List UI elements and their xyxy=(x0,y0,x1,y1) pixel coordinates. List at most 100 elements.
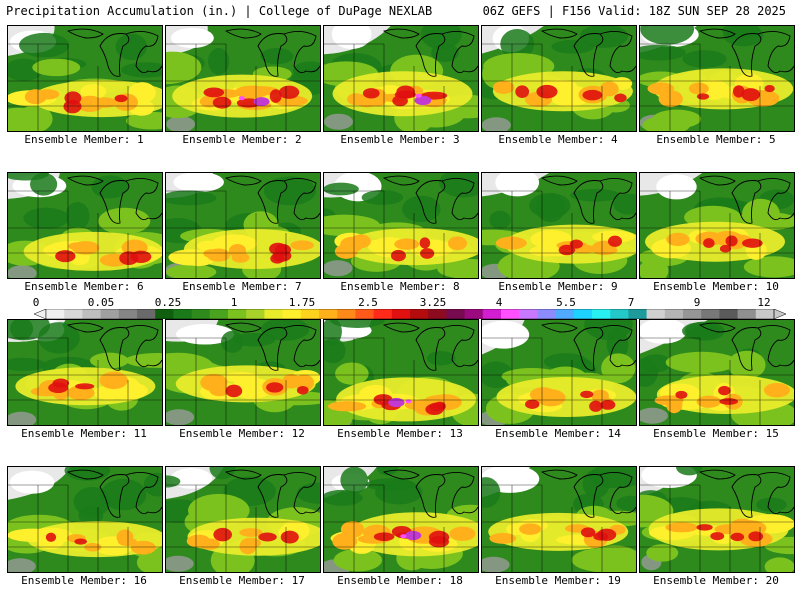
colorbar-segment xyxy=(573,309,593,319)
ensemble-panel-18 xyxy=(323,466,479,573)
precip-map xyxy=(482,320,636,425)
colorbar-tick-label: 0.05 xyxy=(87,296,115,309)
colorbar-tick-label: 1.75 xyxy=(288,296,316,309)
colorbar-segment xyxy=(428,309,447,319)
ensemble-member-label: Ensemble Member: 14 xyxy=(495,427,621,440)
colorbar-segment xyxy=(155,309,174,319)
precip-map xyxy=(8,173,162,278)
precip-map xyxy=(324,320,478,425)
colorbar-segment xyxy=(228,309,247,319)
precip-map xyxy=(640,467,794,572)
colorbar-tick-label: 1 xyxy=(230,296,238,309)
ensemble-panel-14 xyxy=(481,319,637,426)
ensemble-member-label: Ensemble Member: 12 xyxy=(179,427,305,440)
ensemble-panel-19 xyxy=(481,466,637,573)
colorbar-segment xyxy=(482,309,502,319)
colorbar-segment xyxy=(355,309,375,319)
colorbar-segment xyxy=(701,309,720,319)
ensemble-panel-13 xyxy=(323,319,479,426)
colorbar-segment xyxy=(537,309,557,319)
colorbar-tick-label: 4 xyxy=(495,296,503,309)
ensemble-panel-10 xyxy=(639,172,795,279)
colorbar-segment xyxy=(100,309,120,319)
ensemble-member-label: Ensemble Member: 8 xyxy=(340,280,460,293)
ensemble-member-label: Ensemble Member: 17 xyxy=(179,574,305,587)
ensemble-member-label: Ensemble Member: 10 xyxy=(653,280,779,293)
colorbar-tick-label: 7 xyxy=(627,296,635,309)
colorbar-segment xyxy=(137,309,156,319)
ensemble-member-label: Ensemble Member: 19 xyxy=(495,574,621,587)
colorbar-segment xyxy=(209,309,229,319)
colorbar-segment xyxy=(719,309,739,319)
ensemble-member-label: Ensemble Member: 18 xyxy=(337,574,463,587)
ensemble-panel-7 xyxy=(165,172,321,279)
colorbar-tick-label: 0 xyxy=(32,296,40,309)
ensemble-panel-4 xyxy=(481,25,637,132)
precip-map xyxy=(166,467,320,572)
colorbar-segment xyxy=(319,309,338,319)
ensemble-panel-8 xyxy=(323,172,479,279)
precip-map xyxy=(482,26,636,131)
colorbar-tick-label: 3.25 xyxy=(419,296,447,309)
ensemble-member-label: Ensemble Member: 5 xyxy=(656,133,776,146)
colorbar-tick-label: 0.25 xyxy=(154,296,182,309)
colorbar-tick-label: 2.5 xyxy=(358,296,378,309)
ensemble-panel-3 xyxy=(323,25,479,132)
ensemble-panel-1 xyxy=(7,25,163,132)
colorbar-segment xyxy=(610,309,629,319)
precip-map xyxy=(8,320,162,425)
ensemble-member-label: Ensemble Member: 3 xyxy=(340,133,460,146)
colorbar-segment xyxy=(64,309,83,319)
ensemble-member-label: Ensemble Member: 15 xyxy=(653,427,779,440)
ensemble-panel-12 xyxy=(165,319,321,426)
ensemble-member-label: Ensemble Member: 11 xyxy=(21,427,147,440)
colorbar-segment xyxy=(82,309,102,319)
precip-map xyxy=(166,320,320,425)
precip-map xyxy=(166,173,320,278)
colorbar-arrow-right xyxy=(773,309,786,319)
colorbar-segment xyxy=(628,309,648,319)
colorbar-segment xyxy=(683,309,702,319)
ensemble-member-label: Ensemble Member: 13 xyxy=(337,427,463,440)
ensemble-member-label: Ensemble Member: 1 xyxy=(24,133,144,146)
ensemble-panel-15 xyxy=(639,319,795,426)
colorbar-segment xyxy=(755,309,775,319)
ensemble-member-label: Ensemble Member: 20 xyxy=(653,574,779,587)
model-run-info: 06Z GEFS | F156 Valid: 18Z SUN SEP 28 20… xyxy=(482,4,786,18)
colorbar-segment xyxy=(300,309,320,319)
ensemble-member-label: Ensemble Member: 16 xyxy=(21,574,147,587)
ensemble-panel-20 xyxy=(639,466,795,573)
precip-map xyxy=(640,26,794,131)
ensemble-member-label: Ensemble Member: 6 xyxy=(24,280,144,293)
precip-map xyxy=(324,467,478,572)
colorbar-segment xyxy=(464,309,484,319)
colorbar-arrow-left xyxy=(34,309,47,319)
ensemble-member-label: Ensemble Member: 4 xyxy=(498,133,618,146)
colorbar-segment xyxy=(410,309,429,319)
ensemble-panel-16 xyxy=(7,466,163,573)
precip-map xyxy=(640,173,794,278)
colorbar-segment xyxy=(519,309,538,319)
colorbar-segment xyxy=(173,309,193,319)
colorbar-segment xyxy=(501,309,520,319)
map-title: Precipitation Accumulation (in.) | Colle… xyxy=(6,4,433,18)
precip-map xyxy=(482,467,636,572)
precip-map xyxy=(324,173,478,278)
colorbar-segment xyxy=(373,309,393,319)
precipitation-colorbar xyxy=(34,309,786,319)
colorbar-segment xyxy=(118,309,138,319)
colorbar-tick-label: 5.5 xyxy=(556,296,576,309)
precip-map xyxy=(166,26,320,131)
ensemble-panel-9 xyxy=(481,172,637,279)
ensemble-panel-11 xyxy=(7,319,163,426)
colorbar-segment xyxy=(191,309,211,319)
ensemble-panel-2 xyxy=(165,25,321,132)
colorbar-tick-label: 12 xyxy=(757,296,771,309)
colorbar-segment xyxy=(46,309,65,319)
colorbar-segment xyxy=(282,309,302,319)
ensemble-member-label: Ensemble Member: 2 xyxy=(182,133,302,146)
colorbar-segment xyxy=(737,309,757,319)
colorbar-tick-label: 9 xyxy=(693,296,701,309)
colorbar-segment xyxy=(646,309,666,319)
colorbar-segment xyxy=(664,309,684,319)
